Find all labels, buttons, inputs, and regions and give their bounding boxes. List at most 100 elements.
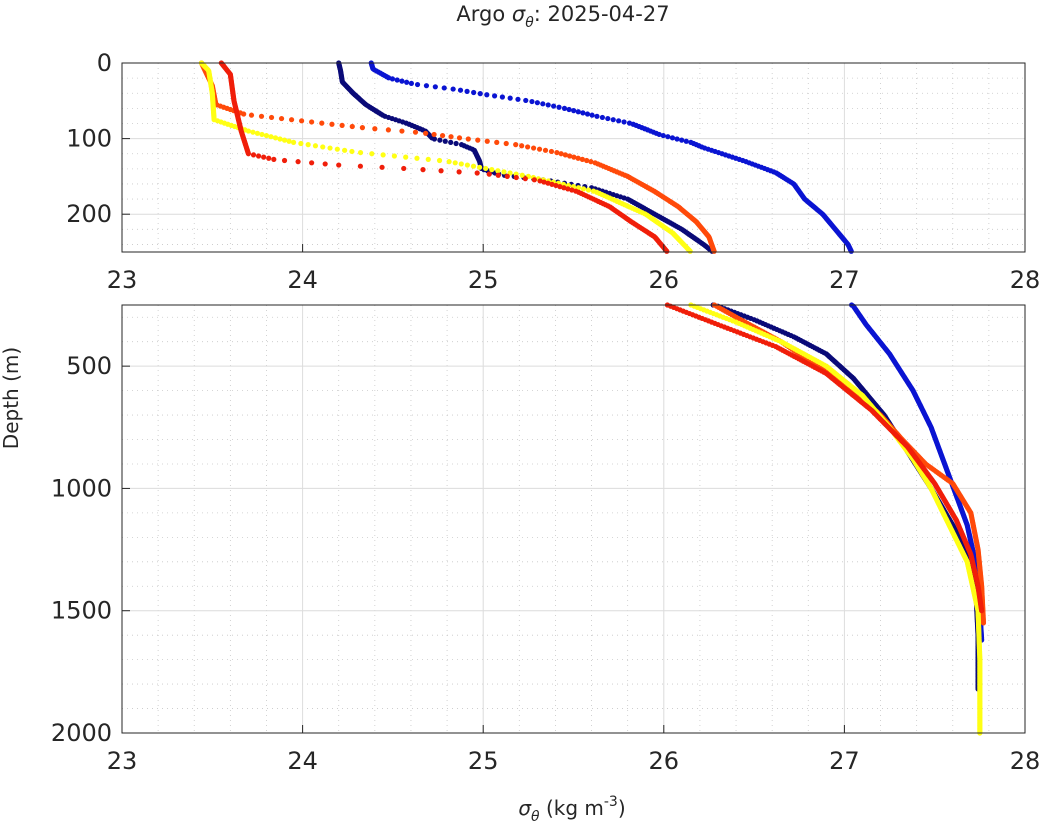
data-point	[529, 98, 535, 105]
data-point	[258, 113, 265, 119]
data-point	[605, 115, 611, 122]
data-point	[272, 135, 279, 141]
data-point	[477, 91, 483, 97]
x-axis-label: σθ (kg m-3)	[518, 794, 625, 825]
data-point	[336, 162, 342, 168]
data-point	[616, 118, 622, 124]
x-tick-label: 23	[107, 747, 138, 775]
data-point	[431, 136, 438, 142]
profile-red-markers	[664, 302, 985, 614]
data-point	[561, 185, 567, 191]
data-point	[561, 105, 568, 111]
data-point	[453, 140, 459, 147]
data-point	[281, 157, 288, 164]
data-point	[248, 112, 255, 118]
data-point	[399, 78, 405, 84]
profile-red-markers	[218, 60, 670, 254]
data-point	[320, 144, 326, 150]
data-point	[571, 154, 577, 160]
data-point	[474, 170, 480, 176]
data-point	[551, 103, 557, 109]
data-point	[329, 121, 335, 127]
data-point	[585, 187, 592, 193]
data-point	[394, 77, 400, 83]
data-point	[286, 138, 292, 144]
data-point	[610, 117, 616, 123]
data-point	[660, 132, 666, 139]
data-point	[261, 154, 267, 160]
data-point	[656, 131, 662, 138]
data-point	[683, 138, 689, 144]
data-point	[674, 136, 680, 142]
data-point	[456, 135, 463, 141]
data-point	[495, 172, 501, 178]
data-point	[687, 248, 693, 254]
data-point	[277, 136, 283, 142]
data-point	[403, 154, 409, 160]
data-point	[664, 248, 670, 254]
data-point	[464, 88, 470, 94]
data-point	[565, 186, 571, 192]
data-point	[436, 157, 443, 164]
data-point	[495, 168, 501, 174]
data-point	[536, 146, 543, 152]
data-point	[423, 83, 430, 89]
x-tick-label: 23	[107, 266, 138, 294]
data-point	[484, 92, 490, 98]
data-point	[357, 163, 363, 169]
data-point	[414, 81, 421, 88]
data-point	[369, 151, 375, 157]
data-point	[534, 100, 540, 106]
y-tick-label: 1000	[51, 474, 112, 502]
data-point	[476, 164, 483, 170]
data-point	[475, 137, 481, 143]
data-point	[557, 184, 563, 190]
data-point	[456, 169, 462, 175]
data-point	[357, 149, 364, 156]
y-tick-label: 1500	[51, 597, 112, 625]
data-point	[457, 87, 464, 93]
data-point	[486, 171, 492, 177]
x-tick-label: 26	[649, 266, 680, 294]
data-point	[420, 167, 426, 173]
data-point	[594, 113, 600, 119]
data-point	[507, 95, 513, 101]
data-point	[501, 169, 507, 175]
data-point	[669, 135, 676, 141]
data-point	[665, 134, 671, 140]
data-point	[515, 96, 521, 102]
data-point	[389, 76, 396, 82]
data-point	[412, 129, 419, 135]
data-point	[499, 94, 505, 100]
data-point	[401, 165, 407, 172]
data-point	[438, 168, 444, 174]
data-point	[281, 137, 288, 143]
data-point	[391, 153, 397, 159]
data-point	[621, 119, 627, 125]
data-point	[319, 120, 325, 126]
data-point	[522, 176, 528, 182]
data-point	[425, 156, 431, 162]
upper-panel-frame	[121, 62, 1026, 253]
data-point	[312, 143, 319, 149]
data-point	[492, 93, 498, 99]
data-point	[484, 138, 490, 144]
x-tick-label: 26	[649, 747, 680, 775]
data-point	[423, 130, 429, 136]
data-point	[553, 182, 559, 189]
data-point	[448, 139, 454, 145]
data-point	[322, 161, 328, 167]
data-point	[446, 159, 452, 165]
data-point	[288, 117, 295, 123]
data-point	[542, 147, 549, 153]
data-point	[295, 159, 301, 165]
y-tick-label: 0	[97, 49, 112, 77]
data-point	[562, 152, 568, 158]
x-tick-label: 28	[1010, 266, 1041, 294]
data-point	[589, 112, 595, 118]
data-point	[342, 147, 348, 153]
data-point	[465, 136, 471, 142]
data-point	[439, 132, 446, 139]
data-point	[250, 152, 257, 158]
